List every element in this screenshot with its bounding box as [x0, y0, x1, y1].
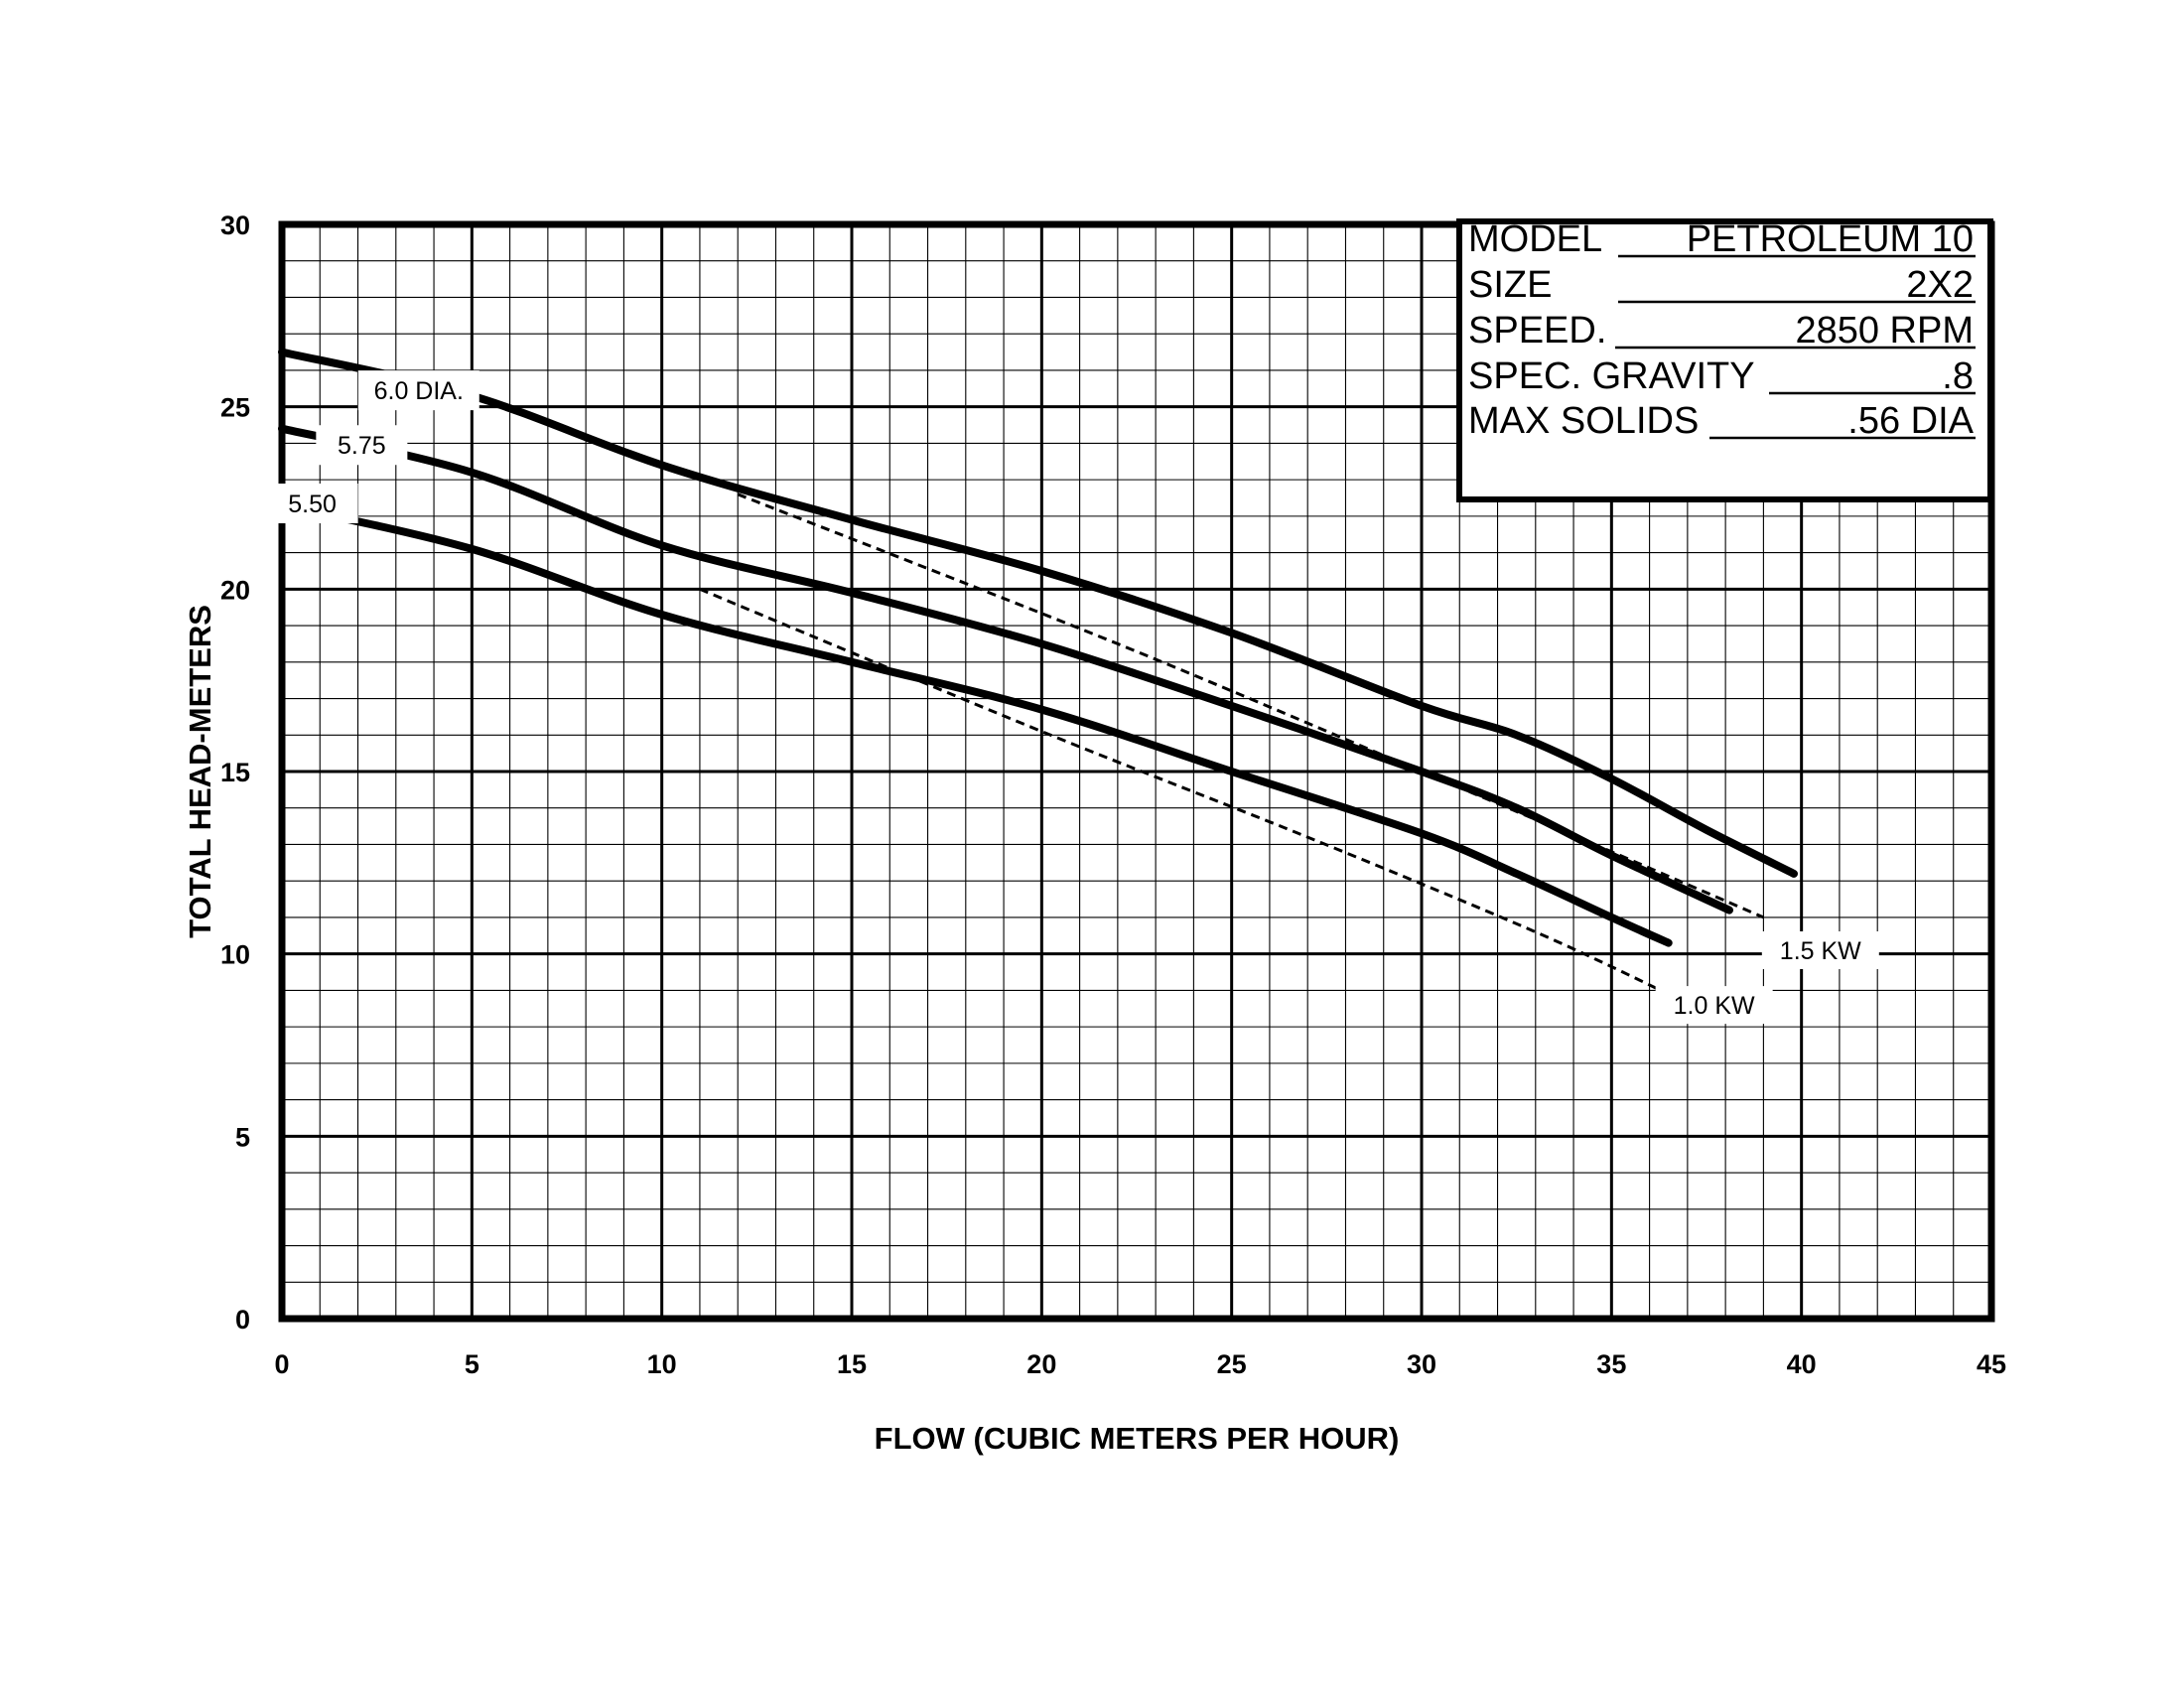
- info-label: SPEED.: [1468, 310, 1606, 352]
- curve-labels-group: 6.0 DIA. 5.75 5.50 1.5 KW 1.0 KW: [266, 370, 1879, 1025]
- info-value: PETROLEUM 10: [1687, 218, 1974, 260]
- x-tick-label: 15: [837, 1349, 867, 1379]
- x-tick-label: 30: [1407, 1349, 1436, 1379]
- y-tick-label: 30: [220, 211, 250, 240]
- plot-frame: [278, 220, 1995, 1323]
- curve-label-1-5-kw: 1.5 KW: [1780, 937, 1861, 965]
- curve-label-bg: [1761, 930, 1879, 969]
- info-label: MAX SOLIDS: [1468, 400, 1699, 442]
- x-tick-label: 0: [274, 1349, 289, 1379]
- y-tick-label: 0: [235, 1305, 250, 1335]
- curve-label-6-0-dia: 6.0 DIA.: [374, 377, 464, 405]
- curve-label-bg: [1655, 986, 1773, 1025]
- curve-6-0-dia: [278, 348, 1798, 878]
- info-value: 2850 RPM: [1795, 310, 1974, 352]
- curve-5-50: [278, 500, 1673, 947]
- curve-label-5-75: 5.75: [338, 432, 386, 460]
- info-value: .56 DIA: [1847, 400, 1974, 442]
- info-label: SPEC. GRAVITY: [1468, 355, 1755, 397]
- x-tick-label: 40: [1787, 1349, 1817, 1379]
- y-tick-labels: 0 5 10 15 20 25 30: [220, 211, 250, 1335]
- info-box: MODEL PETROLEUM 10 SIZE 2X2 SPEED. 2850 RPM SP…: [1456, 218, 1993, 502]
- y-tick-label: 5: [235, 1122, 250, 1152]
- curve-1-0-kw: [699, 587, 1670, 996]
- info-label: SIZE: [1468, 264, 1552, 306]
- x-tick-label: 10: [647, 1349, 677, 1379]
- x-tick-labels: 0 5 10 15 20 25 30 35 40 45: [274, 1349, 2006, 1379]
- info-value: .8: [1942, 355, 1974, 397]
- y-axis-title: TOTAL HEAD-METERS: [183, 605, 217, 938]
- y-tick-label: 25: [220, 393, 250, 423]
- curve-5-75: [278, 424, 1733, 914]
- x-tick-label: 45: [1977, 1349, 2006, 1379]
- x-tick-label: 20: [1026, 1349, 1056, 1379]
- curve-label-5-50: 5.50: [288, 491, 337, 518]
- y-tick-label: 10: [220, 940, 250, 970]
- info-box-frame: [1456, 218, 1993, 502]
- x-tick-label: 25: [1217, 1349, 1247, 1379]
- x-tick-label: 35: [1596, 1349, 1626, 1379]
- curves-group: [278, 348, 1798, 996]
- x-axis-title: FLOW (CUBIC METERS PER HOUR): [875, 1421, 1400, 1456]
- y-tick-label: 20: [220, 575, 250, 605]
- info-label: MODEL: [1468, 218, 1602, 260]
- curve-1-5-kw: [737, 492, 1764, 919]
- y-tick-label: 15: [220, 758, 250, 787]
- info-value: 2X2: [1906, 264, 1974, 306]
- curve-label-1-0-kw: 1.0 KW: [1674, 992, 1755, 1020]
- curve-label-bg: [357, 370, 479, 411]
- curve-label-bg: [316, 425, 408, 466]
- x-tick-label: 5: [465, 1349, 479, 1379]
- curve-label-bg: [266, 484, 358, 524]
